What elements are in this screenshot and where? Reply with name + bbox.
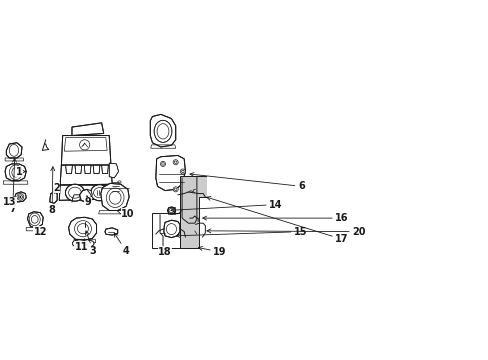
Polygon shape: [61, 136, 111, 165]
Text: 17: 17: [206, 197, 348, 244]
Polygon shape: [65, 165, 72, 174]
Polygon shape: [180, 176, 206, 248]
Polygon shape: [15, 192, 26, 202]
Ellipse shape: [154, 120, 172, 142]
Text: 20: 20: [206, 227, 365, 237]
Polygon shape: [5, 164, 26, 181]
Polygon shape: [109, 163, 118, 178]
Text: 16: 16: [203, 213, 348, 223]
Ellipse shape: [90, 185, 108, 201]
Polygon shape: [84, 165, 91, 174]
Ellipse shape: [86, 240, 94, 247]
Ellipse shape: [118, 189, 121, 192]
Circle shape: [160, 161, 165, 166]
Polygon shape: [163, 220, 180, 238]
Text: 4: 4: [114, 233, 129, 256]
Circle shape: [173, 187, 178, 192]
Text: 5: 5: [0, 359, 1, 360]
Bar: [167, 207, 175, 214]
Ellipse shape: [65, 184, 84, 201]
Text: 8: 8: [48, 167, 56, 216]
Circle shape: [173, 160, 178, 165]
Text: 15: 15: [176, 227, 307, 238]
Polygon shape: [68, 217, 96, 240]
Ellipse shape: [77, 230, 93, 238]
Ellipse shape: [72, 240, 80, 247]
Polygon shape: [105, 228, 118, 235]
Polygon shape: [59, 185, 113, 200]
Polygon shape: [27, 212, 43, 228]
Polygon shape: [150, 114, 175, 147]
Polygon shape: [102, 165, 108, 174]
Polygon shape: [60, 165, 112, 185]
Text: 7: 7: [9, 158, 17, 214]
Text: 11: 11: [75, 239, 88, 252]
Text: 13: 13: [2, 197, 16, 207]
Bar: [151, 213, 180, 248]
Text: 1: 1: [16, 167, 26, 176]
Text: 3: 3: [85, 231, 96, 256]
Ellipse shape: [81, 219, 88, 224]
Polygon shape: [101, 183, 129, 211]
Text: 14: 14: [171, 199, 282, 212]
Polygon shape: [75, 165, 81, 174]
Circle shape: [180, 169, 185, 174]
Polygon shape: [50, 192, 57, 203]
Polygon shape: [80, 189, 92, 202]
Circle shape: [180, 180, 185, 185]
Text: 19: 19: [198, 247, 226, 257]
Ellipse shape: [118, 185, 121, 188]
Text: 12: 12: [33, 227, 47, 237]
Circle shape: [17, 194, 23, 200]
Circle shape: [19, 196, 21, 198]
Ellipse shape: [118, 181, 121, 183]
Text: 9: 9: [84, 196, 91, 207]
Polygon shape: [6, 143, 22, 158]
Ellipse shape: [167, 207, 175, 214]
Text: 6: 6: [190, 172, 304, 192]
Polygon shape: [156, 156, 185, 190]
Text: 2: 2: [53, 183, 60, 193]
Polygon shape: [93, 165, 100, 174]
Polygon shape: [72, 123, 103, 136]
Text: 10: 10: [117, 209, 134, 219]
Ellipse shape: [80, 226, 89, 234]
Text: 18: 18: [158, 247, 172, 257]
